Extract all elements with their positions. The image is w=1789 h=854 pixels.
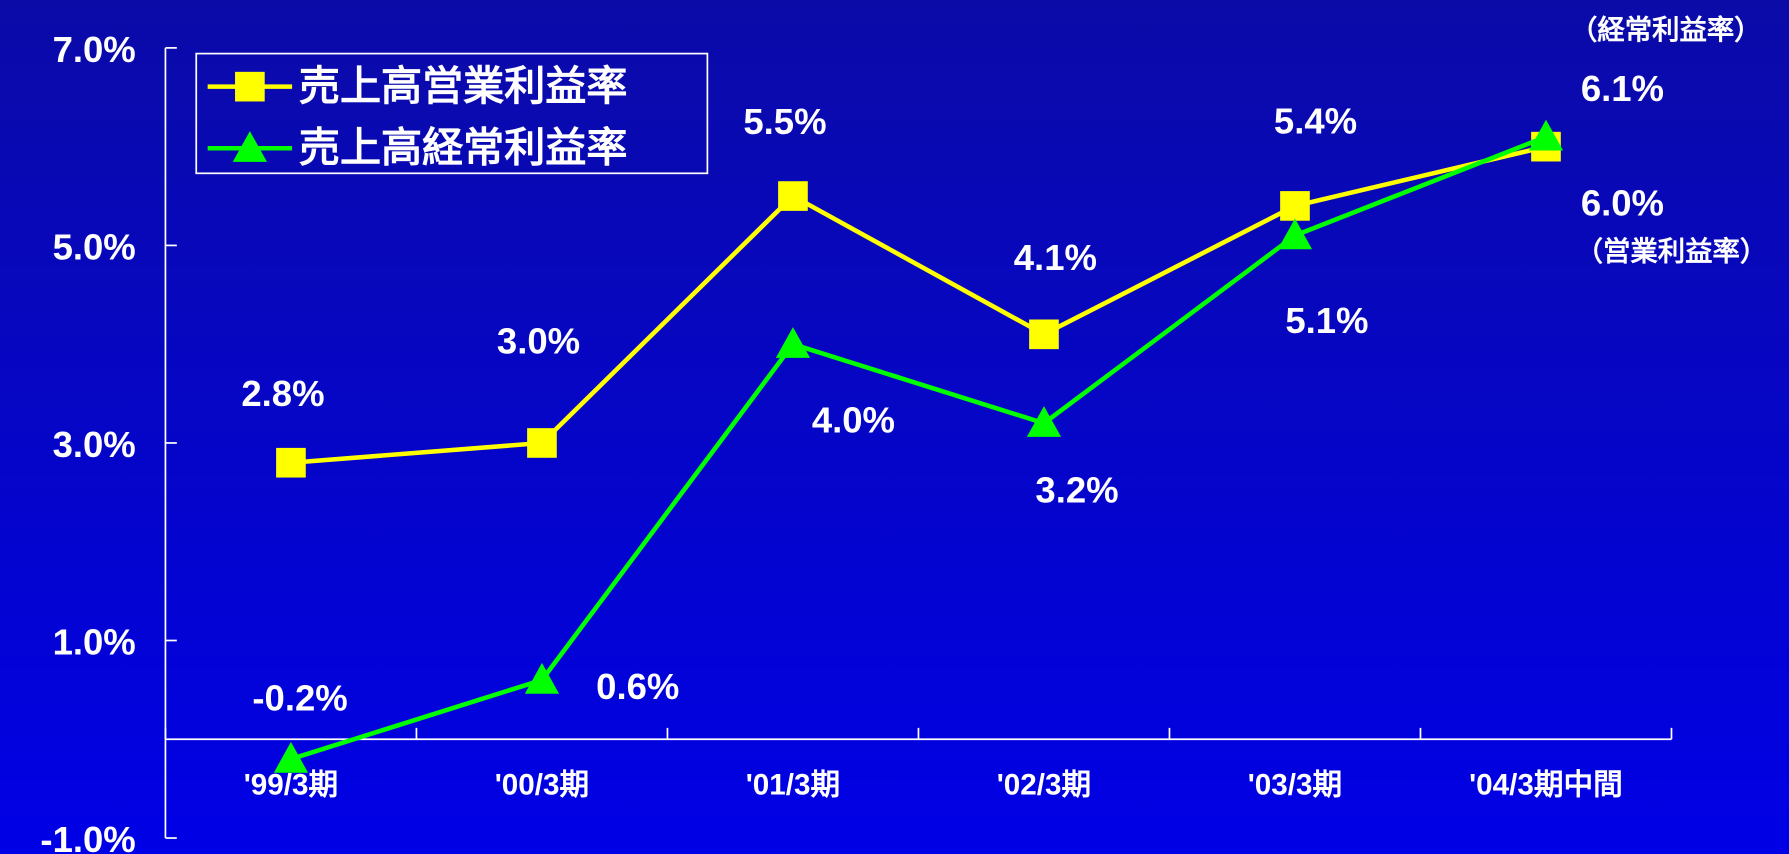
data-point <box>527 428 557 458</box>
legend-marker <box>232 131 267 162</box>
data-label: 3.0% <box>497 320 580 361</box>
legend-marker <box>235 71 265 102</box>
y-tick-label: 5.0% <box>53 227 136 268</box>
y-tick-label: 7.0% <box>53 29 136 70</box>
legend-label: 売上高営業利益率 <box>299 63 627 109</box>
data-label: 6.0% <box>1581 183 1664 224</box>
data-point <box>1029 319 1059 350</box>
annotation: （営業利益率） <box>1576 235 1768 266</box>
data-label: 4.0% <box>812 400 895 441</box>
y-tick-label: 1.0% <box>53 622 136 663</box>
x-tick-label: '99/3期 <box>244 769 338 802</box>
data-label: 5.4% <box>1274 100 1357 141</box>
data-point <box>524 662 560 694</box>
data-label: 2.8% <box>241 373 324 414</box>
legend-label: 売上高経常利益率 <box>299 124 627 170</box>
x-tick-label: '00/3期 <box>495 769 589 802</box>
data-label: 0.6% <box>596 666 679 707</box>
data-label: 4.1% <box>1014 237 1097 278</box>
annotation: （経常利益率） <box>1570 14 1762 45</box>
data-point <box>276 447 306 478</box>
x-tick-label: '01/3期 <box>746 769 840 802</box>
data-label: 5.1% <box>1285 300 1368 341</box>
data-point <box>1277 218 1313 250</box>
data-point <box>775 327 811 358</box>
data-label: -0.2% <box>252 678 347 719</box>
data-point <box>1026 406 1062 437</box>
data-point <box>273 741 309 773</box>
x-tick-label: '04/3期中間 <box>1469 769 1623 802</box>
data-label: 5.5% <box>743 101 826 142</box>
series-line <box>290 134 1547 762</box>
data-point <box>1528 119 1564 151</box>
data-label: 3.2% <box>1035 469 1118 510</box>
data-point <box>1280 191 1310 221</box>
series-line <box>290 144 1547 465</box>
y-tick-label: 3.0% <box>53 424 136 465</box>
legend-box <box>195 52 709 175</box>
x-tick-label: '03/3期 <box>1248 769 1342 802</box>
y-tick-label: -1.0% <box>40 819 135 854</box>
x-tick-label: '02/3期 <box>997 769 1091 802</box>
data-point <box>778 181 808 211</box>
data-label: 6.1% <box>1581 68 1664 109</box>
